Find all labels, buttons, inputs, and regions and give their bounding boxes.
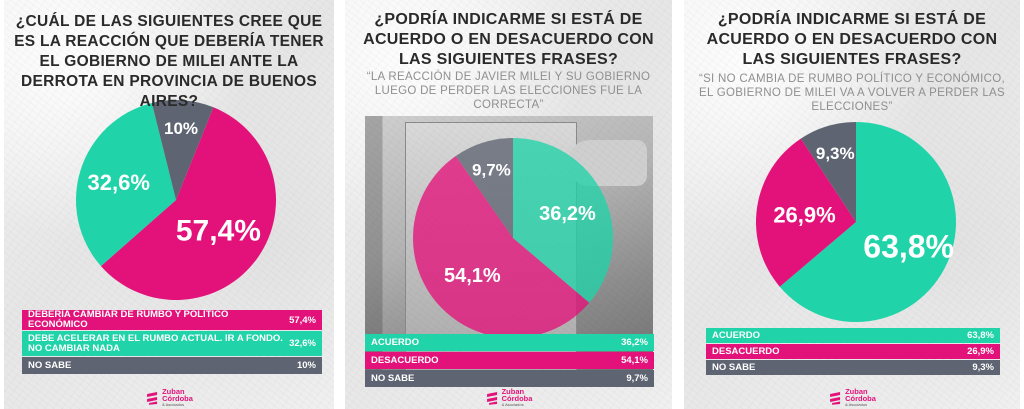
- legend-value: 32,6%: [289, 338, 316, 349]
- logo-line-1: Zuban: [845, 387, 868, 396]
- legend-value: 9,3%: [972, 362, 994, 373]
- legend-item-no-sabe: No sabe 9,3%: [706, 360, 1000, 375]
- legend-label: No sabe: [28, 359, 72, 371]
- logo-line-2: Córdoba: [501, 394, 533, 403]
- pie-slice-deber-a-cambiar-de-rumbo-y-pol-tico-econ-mico: [100, 107, 276, 300]
- pie-slice-acuerdo: [779, 122, 956, 323]
- legend-label: Debería cambiar de rumbo y político econ…: [28, 309, 229, 330]
- legend-label: No sabe: [712, 361, 756, 373]
- chart-title: ¿Podría indicarme si está de acuerdo o e…: [706, 11, 998, 68]
- logo-line-3: & Asociados: [501, 402, 524, 407]
- pie-chart: 63,8% 26,9% 9,3%: [756, 122, 956, 323]
- legend-item-desacuerdo: Desacuerdo 26,9%: [706, 344, 1000, 359]
- pie-slice-no-sabe: [151, 100, 214, 200]
- pie-chart: 57,4% 32,6% 10%: [76, 100, 276, 300]
- legend-item-acuerdo: Acuerdo 63,8%: [706, 328, 1000, 343]
- chart-title: ¿Cuál de las siguientes cree que es la r…: [14, 13, 324, 110]
- legend-item-no-sabe: No sabe 10%: [22, 357, 322, 374]
- legend: Debería cambiar de rumbo y político econ…: [22, 310, 322, 375]
- pie-slice-desacuerdo: [756, 138, 856, 287]
- legend-label: Debe acelerar en el rumbo actual. Ir a f…: [28, 332, 283, 354]
- pie-slice-no-sabe: [800, 122, 856, 222]
- legend-label: Desacuerdo: [712, 345, 780, 357]
- pie-slice-acuerdo: [513, 138, 613, 303]
- legend: Acuerdo 36,2% Desacuerdo 54,1% No sabe 9…: [365, 334, 654, 388]
- legend-label: Desacuerdo: [371, 354, 439, 366]
- pie-slice-debe-acelerar-en-el-rumbo-actual-ir-a-fondo-no-cambiar-nada: [76, 102, 176, 267]
- chart-panel-1: ¿Cuál de las siguientes cree que es la r…: [4, 0, 334, 409]
- logo-line-2: Córdoba: [845, 394, 876, 403]
- brand-logo: Zuban Córdoba & Asociados: [485, 387, 533, 407]
- data-label: 57,4%: [176, 215, 261, 248]
- legend-label: No sabe: [371, 372, 415, 384]
- legend-value: 63,8%: [967, 330, 994, 341]
- chart-panel-3: ¿Podría indicarme si está de acuerdo o e…: [684, 0, 1020, 409]
- brand-logo: Zuban Córdoba & Asociados: [828, 388, 876, 407]
- data-label: 32,6%: [88, 170, 150, 195]
- data-label: 9,7%: [472, 160, 511, 179]
- logo-line-3: & Asociados: [845, 402, 868, 407]
- data-label: 9,3%: [816, 144, 855, 163]
- legend-item-no-sabe: No sabe 9,7%: [365, 370, 654, 387]
- legend-value: 57,4%: [289, 314, 316, 326]
- pie-slice-desacuerdo: [413, 156, 590, 338]
- legend-value: 10%: [296, 360, 316, 371]
- legend-label: Acuerdo: [712, 329, 761, 341]
- data-label: 26,9%: [773, 202, 835, 227]
- legend: Acuerdo 63,8% Desacuerdo 26,9% No sabe 9…: [706, 328, 1000, 376]
- legend-value: 54,1%: [621, 355, 648, 366]
- logo-line-1: Zuban: [501, 387, 525, 396]
- brand-mark-icon: [147, 391, 158, 405]
- legend-label: Acuerdo: [371, 336, 420, 348]
- chart-panel-2: ¿Podría indicarme si está de acuerdo o e…: [345, 0, 672, 409]
- legend-value: 36,2%: [621, 337, 648, 348]
- data-label: 36,2%: [539, 203, 596, 225]
- brand-mark-icon: [830, 391, 841, 405]
- data-label: 63,8%: [863, 229, 954, 265]
- chart-subtitle: “Si no cambia de rumbo político y económ…: [698, 73, 1006, 113]
- pie-chart: 36,2% 54,1% 9,7%: [413, 138, 613, 338]
- logo-line-2: Córdoba: [162, 394, 193, 403]
- legend-value: 26,9%: [967, 346, 994, 357]
- chart-title: ¿Podría indicarme si está de acuerdo o e…: [363, 11, 654, 68]
- logo-line-1: Zuban: [162, 387, 185, 396]
- brand-logo: Zuban Córdoba & Asociados: [145, 388, 193, 407]
- legend-value: 9,7%: [626, 373, 648, 384]
- legend-item-acelerar-rumbo: Debe acelerar en el rumbo actual. Ir a f…: [22, 331, 322, 356]
- legend-item-cambiar-rumbo: Debería cambiar de rumbo y político econ…: [22, 310, 322, 330]
- legend-item-acuerdo: Acuerdo 36,2%: [365, 334, 654, 351]
- logo-line-3: & Asociados: [162, 402, 185, 407]
- legend-item-desacuerdo: Desacuerdo 54,1%: [365, 352, 654, 369]
- brand-mark-icon: [486, 391, 497, 405]
- data-label: 10%: [164, 119, 198, 138]
- chart-subtitle: “La reacción de Javier Milei y su gobier…: [366, 71, 651, 111]
- data-label: 54,1%: [444, 265, 501, 287]
- pie-slice-no-sabe: [455, 138, 513, 238]
